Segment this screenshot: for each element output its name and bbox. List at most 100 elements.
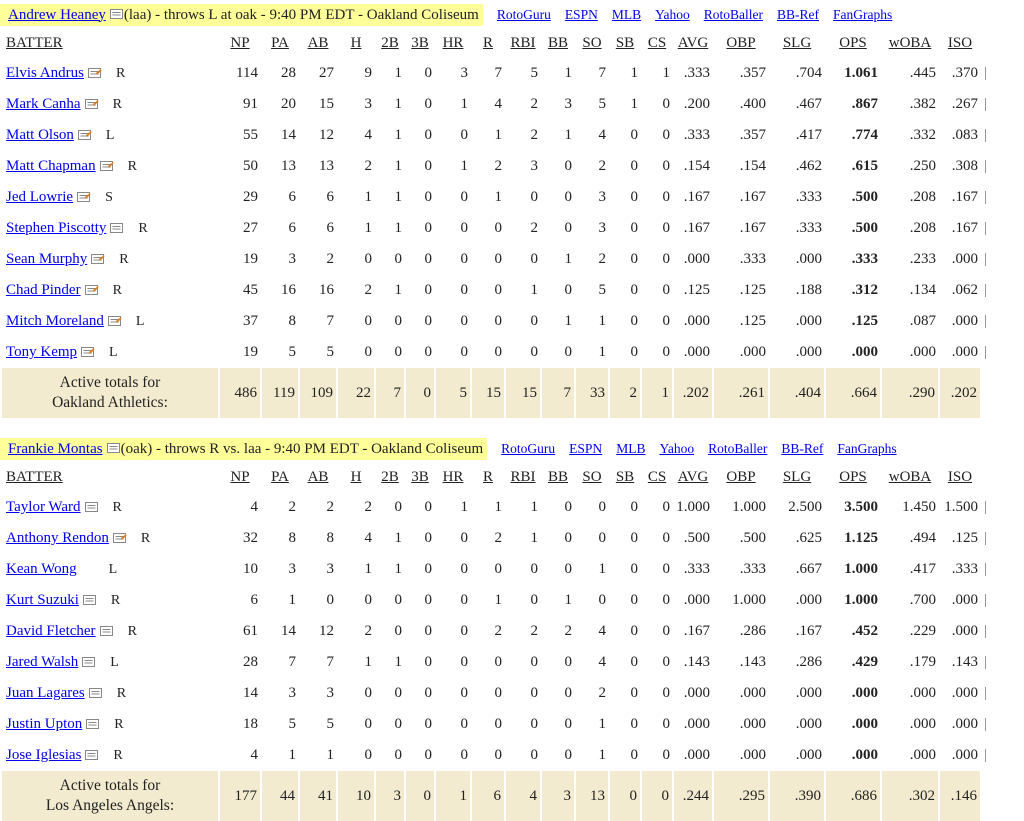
- col-header-so[interactable]: SO: [582, 468, 602, 485]
- note-icon[interactable]: [109, 9, 124, 21]
- col-header-r[interactable]: R: [482, 34, 493, 51]
- batter-name-link[interactable]: Juan Lagares: [6, 685, 85, 701]
- link-yahoo[interactable]: Yahoo: [655, 7, 690, 22]
- link-mlb[interactable]: MLB: [611, 7, 642, 22]
- col-header-woba[interactable]: wOBA: [888, 468, 932, 485]
- col-header-bb[interactable]: BB: [547, 34, 568, 51]
- col-header-bb[interactable]: BB: [547, 468, 568, 485]
- batter-name-link[interactable]: Matt Chapman: [6, 158, 96, 174]
- batter-name-link[interactable]: Jose Iglesias: [6, 747, 82, 763]
- link-rotoguru[interactable]: RotoGuru: [501, 441, 556, 456]
- col-header-2b[interactable]: 2B: [381, 34, 399, 51]
- note-icon[interactable]: [82, 594, 97, 607]
- note-icon[interactable]: [82, 656, 96, 669]
- col-header-woba[interactable]: wOBA: [888, 34, 932, 51]
- stat-slg: .000: [795, 716, 822, 732]
- col-header-ops[interactable]: OPS: [839, 468, 867, 485]
- col-header-ab[interactable]: AB: [307, 468, 329, 485]
- col-header-h[interactable]: H: [350, 468, 362, 485]
- col-header-rbi[interactable]: RBI: [510, 468, 536, 485]
- col-header-2b[interactable]: 2B: [381, 468, 399, 485]
- note-icon[interactable]: [99, 625, 114, 638]
- link-espn[interactable]: ESPN: [564, 7, 598, 22]
- col-header-sb[interactable]: SB: [615, 34, 635, 51]
- total-cs: 0: [640, 771, 673, 821]
- pitcher-name-link[interactable]: Andrew Heaney: [8, 6, 106, 23]
- link-mlb[interactable]: MLB: [616, 441, 646, 456]
- note-icon[interactable]: [110, 222, 124, 235]
- col-header-rbi[interactable]: RBI: [510, 34, 536, 51]
- batter-name-link[interactable]: Mitch Moreland: [6, 313, 104, 329]
- note-icon[interactable]: [91, 253, 105, 266]
- note-icon[interactable]: [84, 284, 99, 297]
- note-icon[interactable]: [87, 67, 102, 80]
- link-bbref[interactable]: BB-Ref: [776, 7, 819, 22]
- col-header-so[interactable]: SO: [582, 34, 602, 51]
- col-header-sb[interactable]: SB: [615, 468, 635, 485]
- col-header-np[interactable]: NP: [230, 468, 250, 485]
- batter-name-link[interactable]: Kean Wong: [6, 561, 77, 577]
- col-header-batter[interactable]: BATTER: [6, 34, 63, 51]
- col-header-ops[interactable]: OPS: [839, 34, 867, 51]
- col-header-cs[interactable]: CS: [647, 34, 667, 51]
- col-header-h[interactable]: H: [350, 34, 362, 51]
- batter-name-link[interactable]: Stephen Piscotty: [6, 220, 107, 236]
- note-icon[interactable]: [81, 346, 95, 359]
- note-icon[interactable]: [112, 532, 127, 545]
- batter-name-link[interactable]: Mark Canha: [6, 96, 81, 112]
- col-header-r[interactable]: R: [482, 468, 493, 485]
- link-fangraphs[interactable]: FanGraphs: [832, 7, 893, 22]
- batter-name-link[interactable]: Chad Pinder: [6, 282, 81, 298]
- batter-name-link[interactable]: Jared Walsh: [6, 654, 79, 670]
- note-icon[interactable]: [84, 98, 99, 111]
- batter-name-link[interactable]: David Fletcher: [6, 623, 96, 639]
- col-header-3b[interactable]: 3B: [411, 34, 429, 51]
- link-fangraphs[interactable]: FanGraphs: [837, 441, 897, 456]
- note-icon[interactable]: [85, 749, 99, 762]
- col-header-pa[interactable]: PA: [271, 468, 289, 485]
- pitcher-name-link[interactable]: Frankie Montas: [8, 440, 103, 457]
- link-espn[interactable]: ESPN: [569, 441, 603, 456]
- batter-name-link[interactable]: Sean Murphy: [6, 251, 88, 267]
- note-icon[interactable]: [77, 129, 92, 142]
- col-header-avg[interactable]: AVG: [677, 468, 709, 485]
- col-header-obp[interactable]: OBP: [726, 34, 756, 51]
- batter-name-link[interactable]: Matt Olson: [6, 127, 74, 143]
- col-header-cs[interactable]: CS: [647, 468, 667, 485]
- col-header-3b[interactable]: 3B: [411, 468, 429, 485]
- note-icon[interactable]: [99, 160, 114, 173]
- link-rotoballer[interactable]: RotoBaller: [703, 7, 763, 22]
- batter-name-link[interactable]: Kurt Suzuki: [6, 592, 79, 608]
- note-icon[interactable]: [81, 564, 95, 576]
- note-icon[interactable]: [106, 443, 121, 455]
- link-rotoguru[interactable]: RotoGuru: [496, 7, 551, 22]
- col-header-iso[interactable]: ISO: [947, 34, 973, 51]
- note-icon[interactable]: [84, 501, 99, 514]
- col-header-slg[interactable]: SLG: [782, 34, 812, 51]
- batter-name-link[interactable]: Tony Kemp: [6, 344, 78, 360]
- link-bbref[interactable]: BB-Ref: [781, 441, 824, 456]
- link-yahoo[interactable]: Yahoo: [659, 441, 695, 456]
- col-header-pa[interactable]: PA: [271, 34, 289, 51]
- batter-name-link[interactable]: Taylor Ward: [6, 499, 81, 515]
- col-header-hr[interactable]: HR: [442, 34, 464, 51]
- batter-name-link[interactable]: Anthony Rendon: [6, 530, 109, 546]
- col-header-iso[interactable]: ISO: [947, 468, 973, 485]
- col-header-np[interactable]: NP: [230, 34, 250, 51]
- batter-name-link[interactable]: Jed Lowrie: [6, 189, 74, 205]
- stat-bb: 1: [564, 251, 573, 267]
- batter-name-link[interactable]: Elvis Andrus: [6, 65, 84, 81]
- note-icon[interactable]: [86, 718, 100, 731]
- col-header-batter[interactable]: BATTER: [6, 468, 63, 485]
- col-header-obp[interactable]: OBP: [726, 468, 756, 485]
- col-header-avg[interactable]: AVG: [677, 34, 709, 51]
- link-rotoballer[interactable]: RotoBaller: [708, 441, 768, 456]
- col-header-ab[interactable]: AB: [307, 34, 329, 51]
- col-header-slg[interactable]: SLG: [782, 468, 812, 485]
- note-icon[interactable]: [88, 687, 103, 700]
- note-icon[interactable]: [77, 191, 91, 204]
- stat-ab: 6: [326, 189, 335, 205]
- col-header-hr[interactable]: HR: [442, 468, 464, 485]
- note-icon[interactable]: [107, 315, 122, 328]
- batter-name-link[interactable]: Justin Upton: [6, 716, 83, 732]
